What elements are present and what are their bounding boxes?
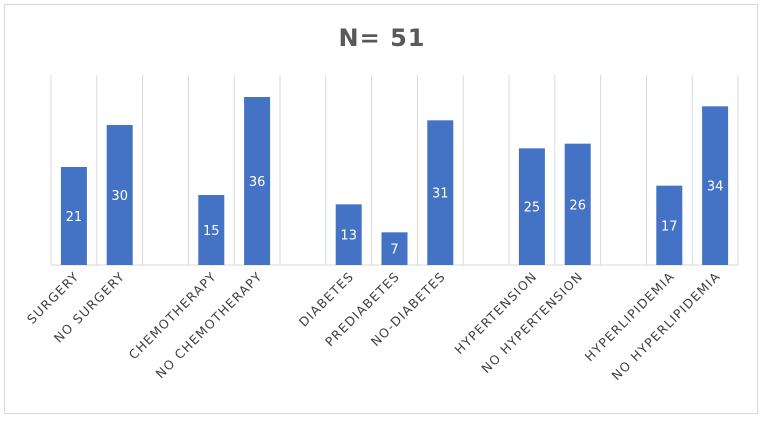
bars <box>60 97 729 265</box>
bar <box>427 120 454 265</box>
data-label: 15 <box>203 224 220 239</box>
bar <box>106 125 133 265</box>
gridlines <box>50 75 739 266</box>
bar <box>198 195 225 265</box>
x-tick-label: CHEMOTHERAPY <box>126 269 220 363</box>
bar <box>702 106 729 265</box>
data-label: 21 <box>66 210 83 225</box>
chart-title: N= 51 <box>338 24 426 52</box>
data-label: 36 <box>249 175 266 190</box>
bar <box>335 204 362 265</box>
bar <box>518 148 545 265</box>
bar <box>564 143 591 265</box>
data-label: 13 <box>340 229 357 244</box>
bar <box>381 232 408 265</box>
data-label: 7 <box>390 243 398 258</box>
data-label: 30 <box>111 189 128 204</box>
bar <box>60 167 87 265</box>
x-tick-label: HYPERLIPIDEMIA <box>582 269 678 365</box>
data-labels: 21 30 15 36 13 7 31 25 26 17 34 <box>66 175 724 258</box>
x-tick-label: HYPERTENSION <box>451 269 540 358</box>
bar <box>244 97 271 265</box>
data-label: 17 <box>661 219 678 234</box>
data-label: 34 <box>707 180 724 195</box>
data-label: 25 <box>524 201 541 216</box>
bar <box>656 185 683 265</box>
data-label: 26 <box>569 198 586 213</box>
data-label: 31 <box>432 187 449 202</box>
